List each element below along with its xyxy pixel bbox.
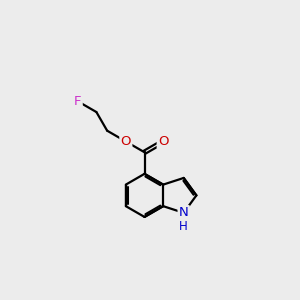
- Text: N: N: [179, 206, 189, 219]
- Text: O: O: [121, 135, 131, 148]
- Text: O: O: [158, 135, 168, 148]
- Text: H: H: [179, 220, 188, 233]
- Text: F: F: [74, 95, 82, 108]
